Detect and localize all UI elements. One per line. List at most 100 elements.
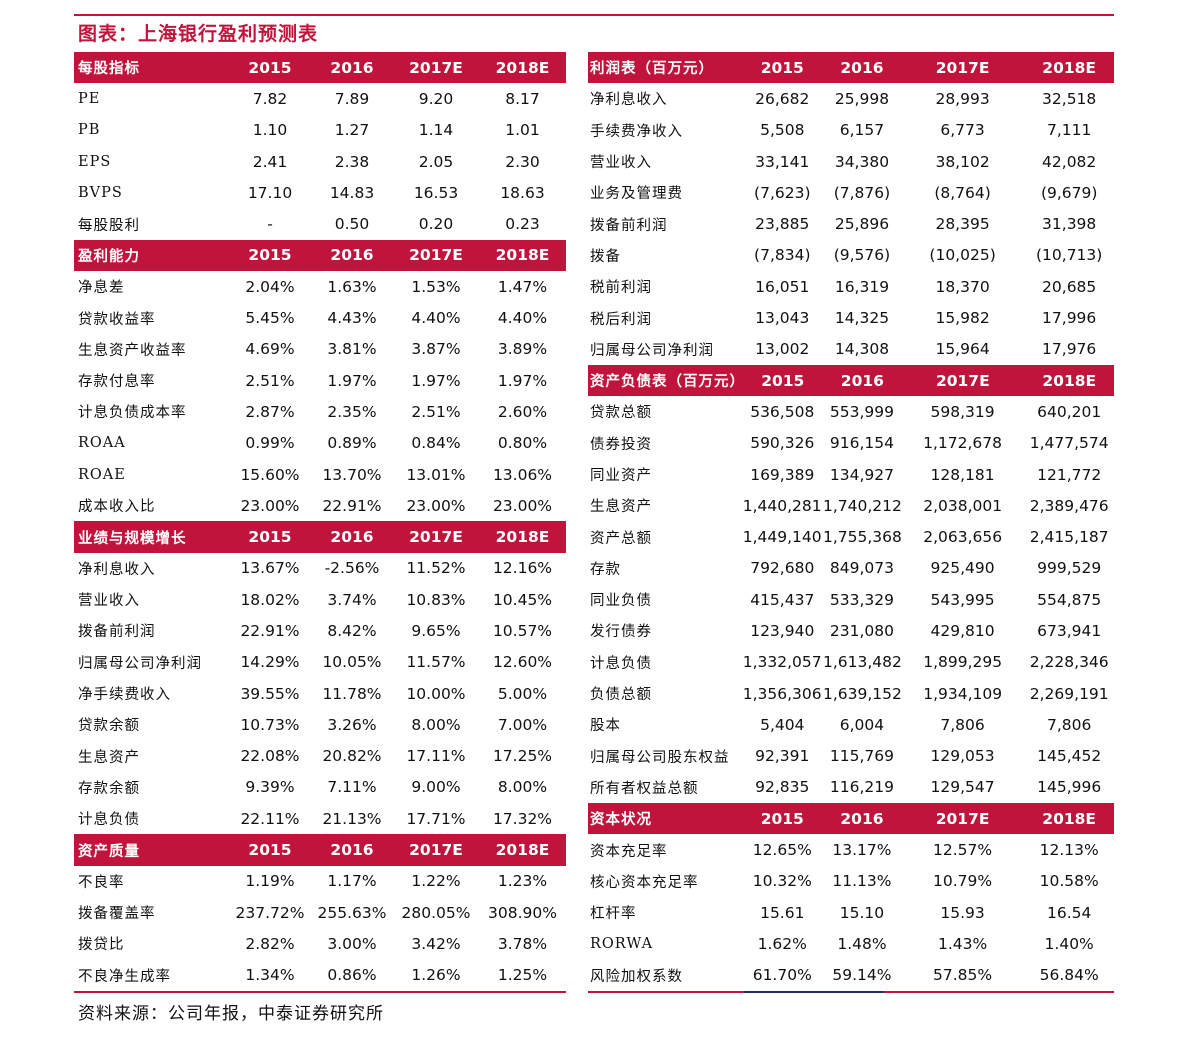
table-cell: (7,876): [833, 183, 891, 202]
table-row: EPS 2.41 2.38 2.05 2.30: [74, 146, 566, 177]
table-cell: 14.83: [329, 183, 375, 202]
table-cell: 3.81%: [327, 340, 377, 359]
row-label: 贷款余额: [78, 718, 140, 735]
table-cell: 231,080: [829, 621, 895, 640]
table-cell: 13.67%: [240, 559, 300, 578]
table-cell: 2.38: [334, 152, 370, 171]
table-cell: 11.78%: [322, 684, 382, 703]
row-label: 净利息收入: [590, 92, 668, 109]
table-cell: 18.63: [500, 183, 545, 202]
table-cell: 116,219: [829, 778, 895, 797]
table-row: 每股股利 - 0.50 0.20 0.23: [74, 208, 566, 239]
row-label: 资本充足率: [590, 843, 668, 860]
row-label: BVPS: [78, 184, 123, 201]
table-cell: 2,415,187: [1029, 528, 1109, 547]
table-cell: 9.20: [418, 89, 454, 108]
table-cell: 673,941: [1037, 621, 1102, 640]
table-cell: 26,682: [755, 89, 810, 108]
table-row: 税后利润 13,043 14,325 15,982 17,996: [588, 302, 1114, 333]
table-cell: 2.82%: [245, 934, 295, 953]
table-cell: 11.57%: [406, 653, 466, 672]
section-header-label: 每股指标: [78, 60, 140, 78]
row-label: 生息资产: [78, 749, 140, 766]
row-label: 计息负债: [78, 812, 140, 829]
row-label: 税后利润: [590, 311, 652, 328]
table-cell: 12.65%: [752, 841, 812, 860]
table-cell: 415,437: [750, 590, 815, 609]
row-label: PE: [78, 90, 101, 107]
row-label: 贷款收益率: [78, 311, 156, 328]
table-cell: 2.51%: [411, 402, 461, 421]
table-cell: 13.01%: [406, 465, 466, 484]
table-cell: 1.01: [505, 121, 540, 140]
table-row: 生息资产收益率 4.69% 3.81% 3.87% 3.89%: [74, 334, 566, 365]
table-cell: 1.43%: [937, 934, 988, 953]
row-label: 所有者权益总额: [590, 780, 699, 797]
row-label: 不良净生成率: [78, 968, 171, 985]
table-cell: 17,996: [1042, 309, 1097, 328]
table-cell: 21.13%: [322, 809, 382, 828]
table-cell: 38,102: [935, 152, 990, 171]
table-cell: 1.27: [334, 121, 370, 140]
table-cell: 255.63%: [317, 903, 387, 922]
table-cell: 1.62%: [757, 934, 807, 953]
table-cell: 280.05%: [401, 903, 471, 922]
table-row: 核心资本充足率 10.32% 11.13% 10.79% 10.58%: [588, 866, 1114, 897]
table-cell: 10.00%: [406, 684, 466, 703]
table-row: 业务及管理费 (7,623) (7,876) (8,764) (9,679): [588, 177, 1114, 208]
table-cell: 14.29%: [240, 653, 300, 672]
table-row: 贷款收益率 5.45% 4.43% 4.40% 4.40%: [74, 302, 566, 333]
table-cell: 1.47%: [497, 277, 548, 296]
year-header: 2015: [248, 528, 292, 547]
year-header: 2015: [760, 58, 804, 77]
table-cell: 13.70%: [322, 465, 382, 484]
table-cell: 308.90%: [488, 903, 557, 922]
table-cell: 7,806: [1046, 715, 1092, 734]
table-cell: 2.60%: [497, 402, 548, 421]
table-cell: 9.00%: [411, 778, 461, 797]
table-cell: 12.13%: [1039, 841, 1099, 860]
row-label: 存款: [590, 561, 621, 578]
table-cell: 13.06%: [492, 465, 553, 484]
year-header: 2018E: [1042, 58, 1097, 77]
row-label: 存款余额: [78, 780, 140, 797]
table-cell: 3.00%: [327, 934, 377, 953]
table-cell: 1,356,306: [742, 684, 822, 703]
row-label: 手续费净收入: [590, 123, 683, 140]
table-cell: 3.42%: [411, 934, 461, 953]
row-label: 净息差: [78, 280, 125, 297]
row-label: EPS: [78, 153, 112, 170]
row-label: 营业收入: [78, 593, 140, 610]
table-cell: 10.73%: [240, 715, 300, 734]
table-cell: 10.58%: [1039, 872, 1099, 891]
table-row: 存款付息率 2.51% 1.97% 1.97% 1.97%: [74, 365, 566, 396]
table-cell: 34,380: [834, 152, 890, 171]
table-cell: 2,269,191: [1029, 684, 1109, 703]
table-row: 存款 792,680 849,073 925,490 999,529: [588, 553, 1114, 584]
table-cell: 1.48%: [837, 934, 887, 953]
table-cell: 61.70%: [752, 966, 812, 985]
table-cell: 17.71%: [406, 809, 466, 828]
table-cell: 10.32%: [752, 872, 812, 891]
table-cell: 10.79%: [933, 872, 993, 891]
row-label: 每股股利: [78, 217, 140, 234]
row-label: 拨贷比: [78, 937, 125, 954]
row-label: 不良率: [78, 874, 125, 891]
table-cell: 2,063,656: [923, 528, 1003, 547]
table-cell: 1,172,678: [923, 434, 1003, 453]
table-cell: 59.14%: [832, 966, 892, 985]
table-cell: 3.26%: [327, 715, 377, 734]
table-cell: 1,613,482: [822, 653, 902, 672]
table-cell: 1.10: [252, 121, 288, 140]
table-cell: 0.99%: [245, 434, 295, 453]
row-label: 净利息收入: [78, 561, 156, 578]
table-row: 同业负债 415,437 533,329 543,995 554,875: [588, 584, 1114, 615]
table-cell: 4.69%: [245, 340, 295, 359]
table-row: 手续费净收入 5,508 6,157 6,773 7,111: [588, 115, 1114, 146]
table-cell: 7.89: [334, 89, 370, 108]
row-label: 负债总额: [590, 687, 652, 704]
table-cell: 11.13%: [832, 872, 892, 891]
table-cell: 1.63%: [327, 277, 377, 296]
table-cell: 31,398: [1042, 215, 1097, 234]
table-cell: 15.10: [839, 903, 885, 922]
